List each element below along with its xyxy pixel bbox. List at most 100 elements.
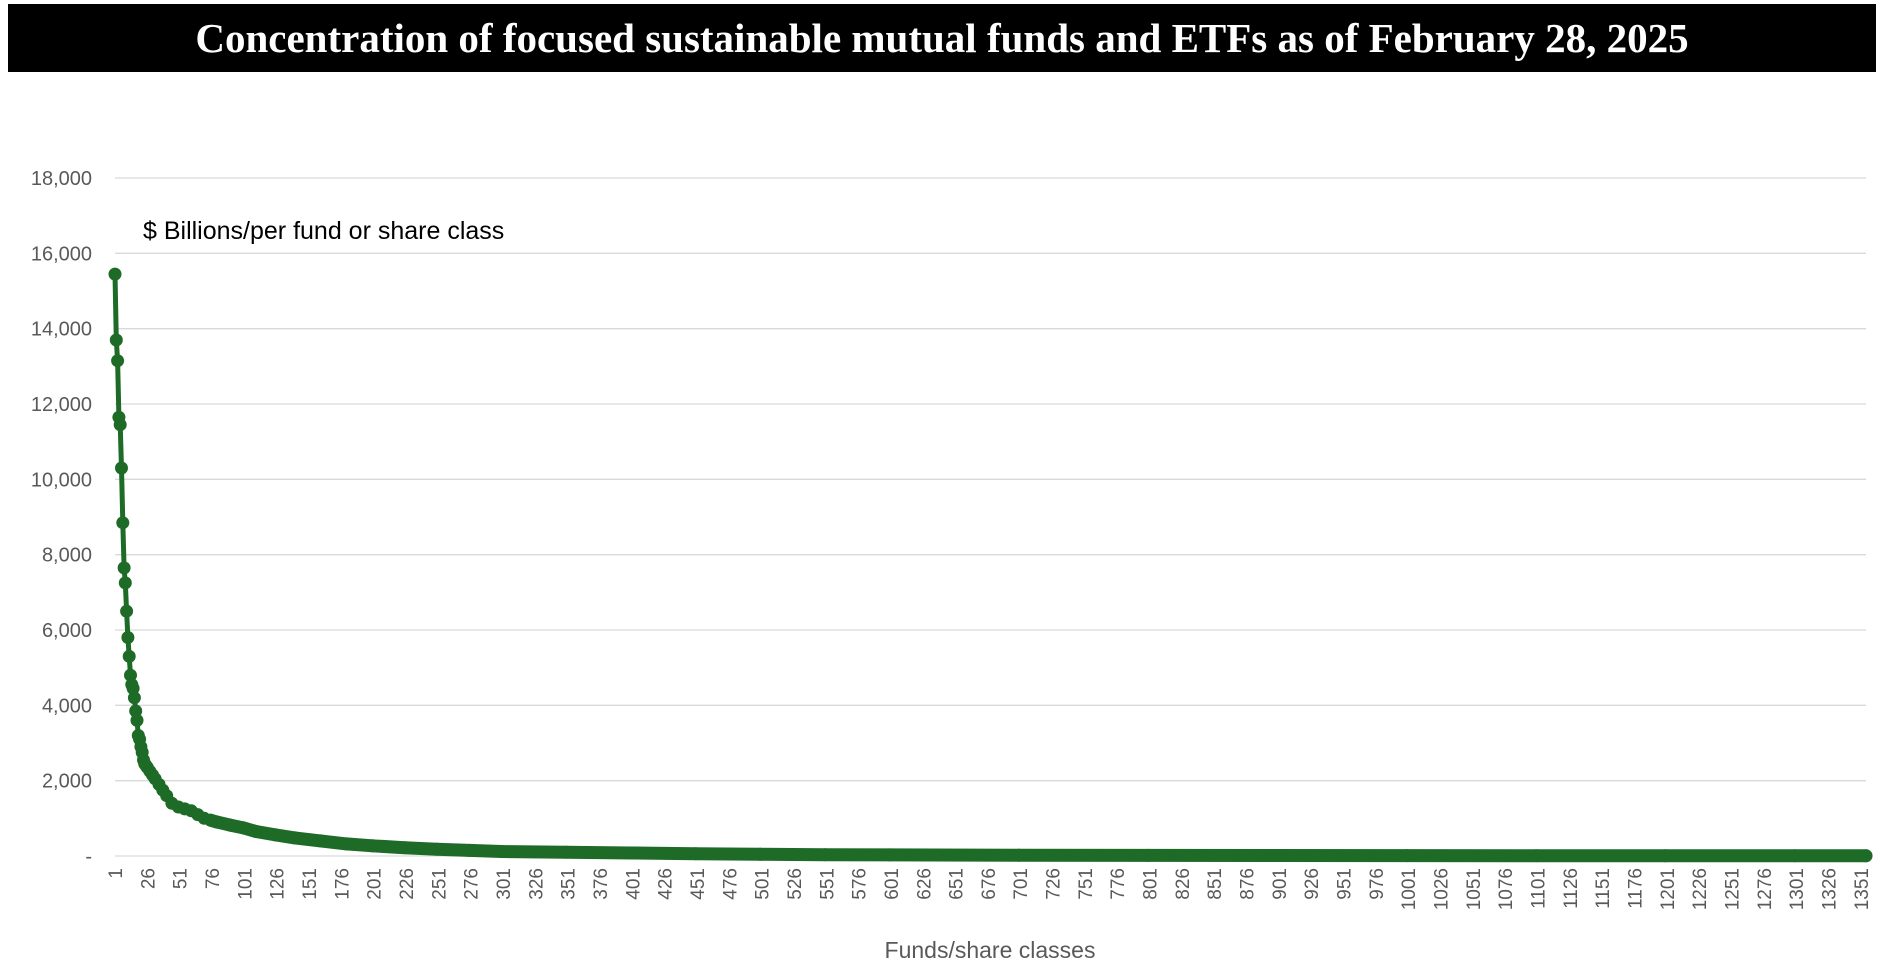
x-axis-ticks: 1 26 51 76 101 126 151 176 201 226 251 276 301 326 351… (106, 868, 1873, 910)
data-point (122, 649, 136, 663)
data-point (1859, 849, 1873, 863)
x-tick-label: 626 (914, 868, 935, 900)
x-tick-label: 476 (720, 868, 741, 900)
x-tick-label: 401 (623, 868, 644, 900)
data-point (495, 845, 509, 858)
y-tick-label: 18,000 (31, 168, 92, 190)
x-tick-label: 901 (1270, 868, 1291, 900)
data-point (249, 825, 263, 838)
chart-title: Concentration of focused sustainable mut… (195, 15, 1689, 61)
data-point (268, 828, 282, 842)
x-tick-label: 126 (268, 868, 289, 900)
series-line (108, 267, 1873, 863)
x-tick-label: 701 (1011, 868, 1032, 900)
data-point (236, 821, 250, 835)
data-point (365, 839, 379, 853)
data-point (111, 354, 125, 368)
x-tick-label: 551 (817, 868, 838, 900)
title-bar: Concentration of focused sustainable mut… (8, 4, 1876, 72)
x-tick-label: 1301 (1787, 868, 1808, 910)
data-point (1529, 849, 1543, 863)
x-tick-label: 1026 (1432, 868, 1453, 910)
x-tick-label: 451 (688, 868, 709, 900)
y-tick-label: 14,000 (31, 319, 92, 341)
x-tick-label: 726 (1044, 868, 1065, 900)
x-tick-label: 1201 (1658, 868, 1679, 910)
chart-annotation: $ Billions/per fund or share class (143, 217, 504, 245)
x-tick-label: 351 (559, 868, 580, 900)
x-tick-label: 176 (332, 868, 353, 900)
data-point (108, 267, 122, 281)
data-point (753, 847, 767, 861)
x-tick-label: 1126 (1561, 868, 1582, 909)
data-point (118, 576, 132, 590)
series-path (112, 274, 1866, 859)
data-point (210, 815, 224, 829)
data-point (689, 847, 703, 861)
data-point (117, 561, 131, 575)
x-tick-label: 926 (1302, 868, 1323, 900)
data-point (430, 842, 444, 856)
x-tick-label: 1226 (1690, 868, 1711, 910)
data-point (1788, 849, 1802, 863)
gridlines (115, 177, 1866, 857)
x-tick-label: 326 (526, 868, 547, 900)
y-tick-label: 12,000 (31, 394, 92, 416)
x-tick-label: 226 (397, 868, 418, 900)
x-tick-label: 876 (1238, 868, 1259, 900)
data-point (116, 516, 130, 530)
x-tick-label: 851 (1205, 868, 1226, 900)
data-point (127, 691, 141, 705)
x-tick-label: 651 (947, 868, 968, 900)
x-tick-label: 526 (785, 868, 806, 900)
x-tick-label: 201 (365, 868, 386, 900)
x-tick-label: 426 (656, 868, 677, 900)
x-tick-label: 1001 (1399, 868, 1420, 910)
x-tick-label: 1251 (1723, 868, 1744, 910)
x-tick-label: 1 (106, 868, 127, 879)
data-point (314, 834, 328, 848)
data-point (462, 843, 476, 857)
data-point (1141, 848, 1155, 862)
x-tick-label: 776 (1108, 868, 1129, 900)
x-tick-label: 376 (591, 868, 612, 900)
y-tick-label: 16,000 (31, 243, 92, 265)
x-tick-label: 1151 (1593, 868, 1614, 909)
x-tick-label: 151 (300, 868, 321, 900)
x-tick-label: 801 (1141, 868, 1162, 900)
data-point (223, 818, 237, 832)
y-tick-label: 2,000 (42, 771, 92, 793)
data-point (120, 604, 134, 618)
data-point (818, 848, 832, 862)
data-point (121, 631, 135, 644)
data-point (883, 848, 897, 862)
y-tick-label: 8,000 (42, 545, 92, 567)
x-tick-label: 951 (1335, 868, 1356, 900)
x-axis-label: Funds/share classes (885, 937, 1096, 963)
data-point (1659, 849, 1673, 863)
data-point (288, 831, 302, 845)
x-tick-label: 1101 (1529, 868, 1550, 909)
y-tick-label: - (85, 846, 92, 868)
x-tick-label: 501 (753, 868, 774, 900)
x-tick-label: 301 (494, 868, 515, 900)
x-tick-label: 276 (462, 868, 483, 900)
y-axis-ticks: - 2,000 4,000 6,000 8,000 10,000 12,000 14,000 1… (31, 168, 92, 868)
data-point (109, 333, 123, 347)
data-point (340, 837, 353, 851)
x-tick-label: 1326 (1819, 868, 1840, 910)
y-tick-label: 4,000 (42, 695, 92, 717)
data-point (1400, 849, 1414, 863)
data-point (398, 841, 412, 855)
x-tick-label: 101 (235, 868, 256, 900)
x-tick-label: 51 (171, 868, 192, 889)
x-tick-label: 601 (882, 868, 903, 900)
data-point (559, 845, 573, 859)
x-tick-label: 1076 (1496, 868, 1517, 910)
y-tick-label: 6,000 (42, 620, 92, 642)
x-tick-label: 826 (1173, 868, 1194, 900)
x-tick-label: 1276 (1755, 868, 1776, 910)
y-tick-label: 10,000 (31, 469, 92, 491)
data-point (624, 846, 638, 860)
